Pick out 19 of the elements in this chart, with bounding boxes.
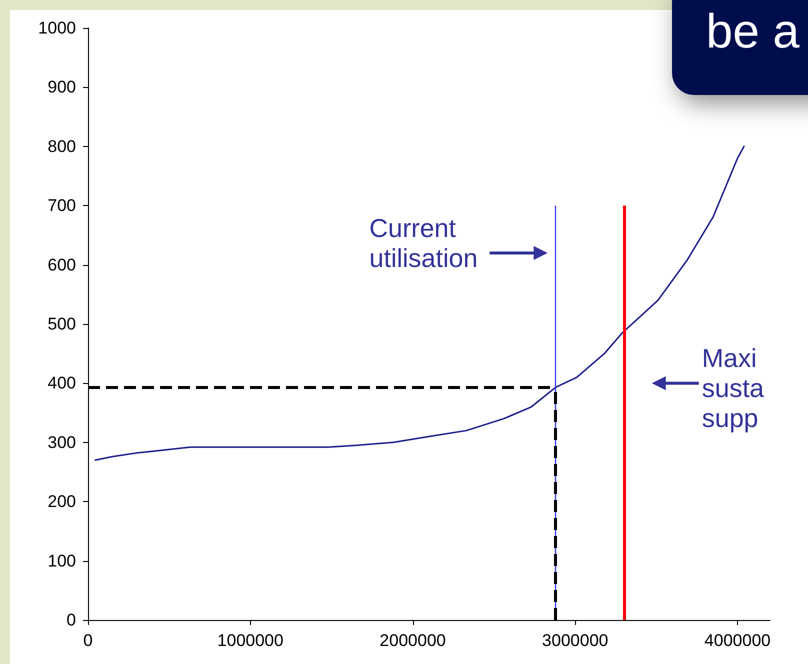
y-tick-label: 200 — [48, 492, 76, 512]
y-tick-label: 100 — [48, 551, 76, 570]
y-tick-label: 500 — [48, 314, 76, 334]
y-tick-label: 800 — [48, 136, 76, 156]
y-tick-label: 0 — [66, 610, 76, 630]
ref-line-label: Maxi susta supp — [702, 343, 765, 434]
x-tick-label: 1000000 — [217, 631, 284, 650]
y-tick-label: 700 — [48, 196, 76, 216]
x-tick-label: 2000000 — [380, 631, 446, 650]
y-tick-label: 300 — [48, 432, 76, 452]
x-tick-label: 0 — [83, 631, 93, 650]
y-tick-label: 900 — [48, 78, 76, 97]
x-tick-label: 3000000 — [542, 631, 608, 650]
x-tick-label: 4000000 — [704, 631, 771, 650]
y-tick-label: 1000 — [38, 18, 76, 38]
y-tick-label: 600 — [48, 255, 76, 274]
annotation: be a — [706, 6, 800, 58]
ref-line-label: Current utilisation — [369, 212, 478, 273]
y-tick-label: 400 — [48, 374, 76, 393]
